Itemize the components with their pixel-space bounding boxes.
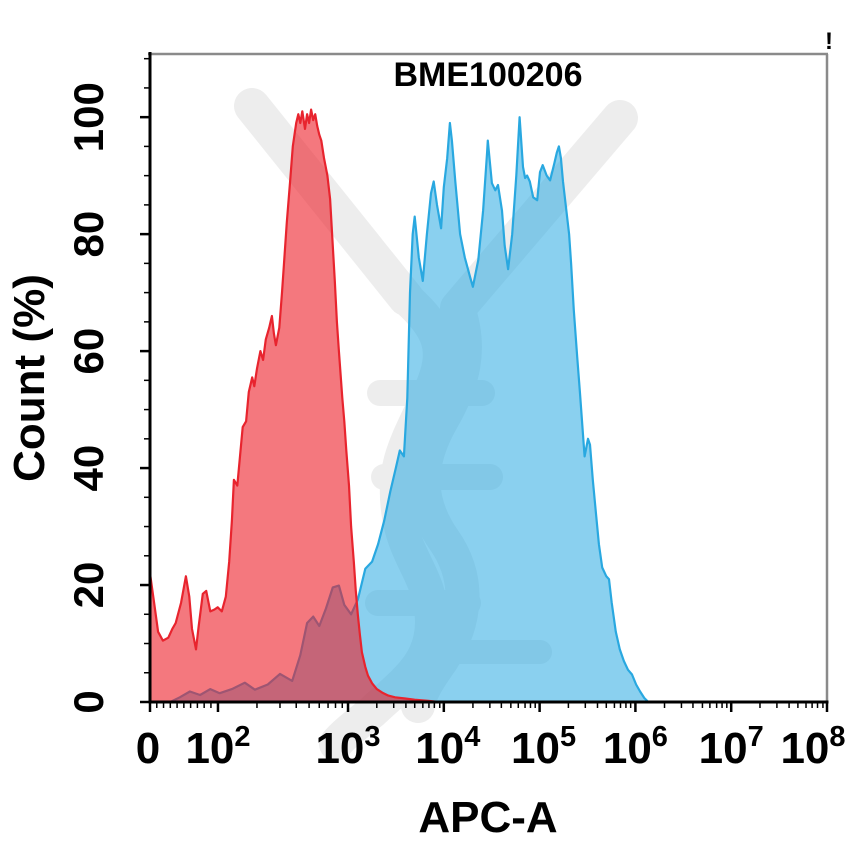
axis-ticks-layer	[140, 57, 829, 712]
x-tick-label: 0	[136, 724, 160, 773]
chart-title: BME100206	[393, 56, 582, 94]
x-tick-exponent: 5	[560, 721, 576, 753]
x-tick-label: 105	[511, 721, 576, 773]
x-tick-label: 108	[780, 721, 845, 773]
x-tick-label: 104	[415, 721, 480, 773]
y-tick-label: 80	[65, 211, 112, 258]
x-tick-exponent: 4	[464, 721, 480, 753]
plot-axes	[148, 52, 829, 704]
x-tick-exponent: 2	[234, 721, 250, 753]
x-tick-label: 107	[699, 721, 764, 773]
x-tick-label: 106	[603, 721, 668, 773]
y-axis-title: Count (%)	[5, 274, 54, 482]
y-tick-label: 40	[65, 445, 112, 492]
x-tick-exponent: 8	[829, 721, 845, 753]
x-tick-label: 103	[315, 721, 380, 773]
histogram-series-layer	[148, 108, 650, 704]
red-histogram-fill	[150, 109, 440, 703]
y-tick-label: 100	[65, 82, 112, 152]
red-histogram-outline	[148, 108, 440, 704]
alert-exclamation-mark: !	[825, 28, 833, 55]
x-tick-exponent: 7	[748, 721, 764, 753]
plot-frame-spines	[148, 52, 829, 703]
y-tick-label: 60	[65, 328, 112, 375]
y-tick-label: 20	[65, 562, 112, 609]
x-axis-title: APC-A	[418, 793, 557, 842]
blue-histogram-fill	[170, 117, 649, 702]
y-tick-label: 0	[65, 690, 112, 713]
x-tick-exponent: 3	[364, 721, 380, 753]
x-tick-exponent: 6	[652, 721, 668, 753]
x-tick-label: 102	[185, 721, 250, 773]
